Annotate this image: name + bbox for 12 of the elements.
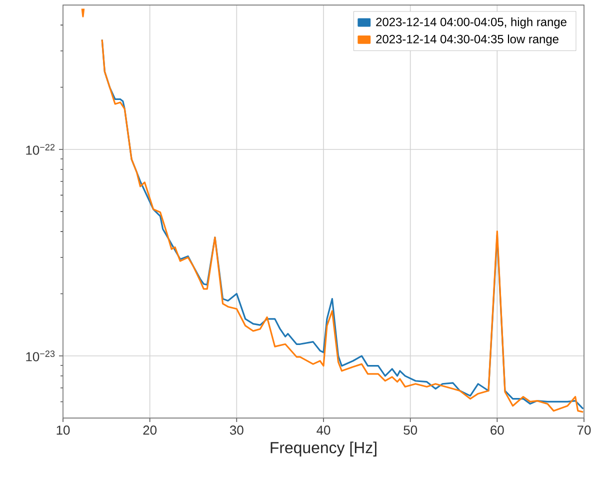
legend-label: 2023-12-14 04:30-04:35 low range xyxy=(376,34,558,46)
x-tick-label: 40 xyxy=(316,426,330,435)
x-tick-label: 10 xyxy=(56,426,70,435)
y-tick-label: 10$^{−23}$ xyxy=(26,350,55,362)
x-axis-title: Frequency [Hz] xyxy=(270,442,376,456)
x-tick-label: 70 xyxy=(577,426,591,435)
y-tick-label: 10$^{−22}$ xyxy=(26,144,55,155)
x-tick-label: 60 xyxy=(490,426,504,435)
x-tick-label: 50 xyxy=(404,426,418,435)
x-tick-label: 30 xyxy=(230,426,244,435)
x-tick-label: 20 xyxy=(143,426,157,435)
legend-label: 2023-12-14 04:00-04:05, high range xyxy=(376,17,566,29)
